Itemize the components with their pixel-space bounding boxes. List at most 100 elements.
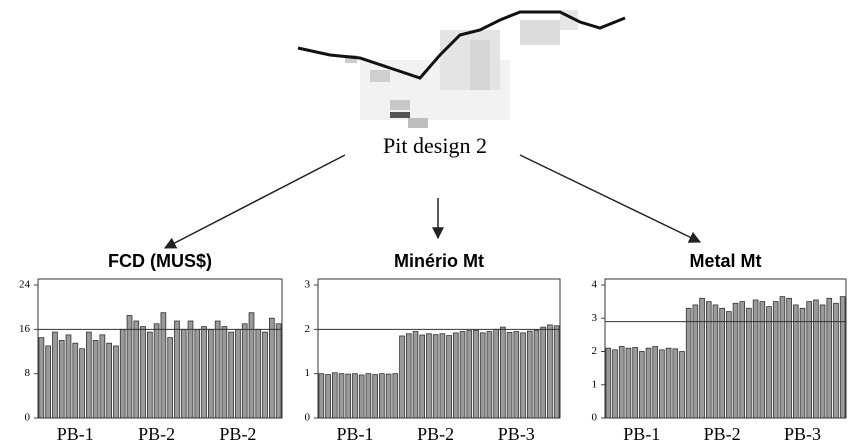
chart-title: Metal Mt (690, 251, 762, 271)
bar (807, 302, 812, 418)
bar (720, 308, 725, 418)
bar (46, 346, 51, 418)
bar (366, 374, 371, 418)
bar (161, 313, 166, 418)
arrow (520, 155, 700, 242)
bar (733, 303, 738, 418)
bar (706, 302, 711, 418)
bar (215, 321, 220, 418)
bar (127, 315, 132, 418)
bar (154, 324, 159, 418)
y-tick-label: 0 (592, 412, 598, 424)
bar (639, 352, 644, 419)
y-tick-label: 2 (305, 323, 311, 335)
bar (726, 312, 731, 418)
bar (195, 329, 200, 418)
bar (440, 334, 445, 418)
bar (73, 343, 78, 418)
bar (700, 298, 705, 418)
bar (242, 324, 247, 418)
bar (619, 347, 624, 418)
bar (222, 327, 227, 418)
bar (494, 329, 499, 418)
bar (134, 321, 139, 418)
bar (673, 349, 678, 418)
bar (53, 332, 58, 418)
arrow (165, 155, 345, 248)
bar (646, 348, 651, 418)
bar (202, 327, 207, 418)
bar (767, 307, 772, 418)
bar (66, 335, 71, 418)
bar (393, 374, 398, 418)
bar (653, 347, 658, 418)
bar (626, 348, 631, 418)
bar (740, 302, 745, 418)
bar (521, 333, 526, 418)
bar (413, 332, 418, 418)
bar (460, 332, 465, 418)
figure: Pit design 2 FCD (MUS$)081624PB-1PB-2PB-… (0, 0, 849, 445)
y-tick-label: 1 (592, 378, 598, 390)
chart-title: FCD (MUS$) (108, 251, 212, 271)
bar (773, 302, 778, 418)
bar (373, 375, 378, 418)
bar (420, 335, 425, 418)
bar (93, 340, 98, 418)
bar (780, 297, 785, 418)
y-tick-label: 16 (19, 323, 31, 335)
bar (263, 332, 268, 418)
x-tick-label: PB-1 (57, 424, 94, 444)
bar (332, 373, 337, 418)
bar (480, 333, 485, 418)
bar (547, 325, 552, 418)
y-tick-label: 0 (25, 412, 31, 424)
bar (359, 375, 364, 418)
x-tick-label: PB-3 (498, 424, 535, 444)
y-tick-label: 4 (592, 279, 598, 291)
bar (633, 348, 638, 418)
bar (800, 308, 805, 418)
bar (188, 321, 193, 418)
x-tick-label: PB-2 (138, 424, 175, 444)
bar (534, 330, 539, 418)
y-tick-label: 2 (592, 345, 598, 357)
bar (433, 335, 438, 418)
bar (613, 350, 618, 418)
bar (236, 329, 241, 418)
bar (666, 348, 671, 418)
chart-title: Minério Mt (394, 251, 484, 271)
bar (114, 346, 119, 418)
bar (747, 308, 752, 418)
pit-label: Pit design 2 (383, 133, 487, 158)
bar (606, 348, 611, 418)
bar (175, 321, 180, 418)
bar (59, 340, 64, 418)
bar (346, 374, 351, 418)
bar (168, 338, 173, 418)
bar (208, 329, 213, 418)
x-tick-label: PB-2 (219, 424, 256, 444)
bar (554, 326, 559, 418)
bar (120, 329, 125, 418)
bar (453, 333, 458, 418)
bar (80, 349, 85, 418)
bar (181, 329, 186, 418)
x-tick-label: PB-2 (704, 424, 741, 444)
bar (680, 352, 685, 419)
bar (760, 302, 765, 418)
bar (147, 332, 152, 418)
y-tick-label: 1 (305, 367, 311, 379)
bar (386, 374, 391, 418)
bar (840, 297, 845, 418)
bar (474, 330, 479, 418)
bar (686, 308, 691, 418)
bar (514, 332, 519, 418)
bar (406, 334, 411, 418)
bar (527, 331, 532, 418)
bar (487, 332, 492, 418)
x-tick-label: PB-2 (417, 424, 454, 444)
bar (379, 374, 384, 418)
